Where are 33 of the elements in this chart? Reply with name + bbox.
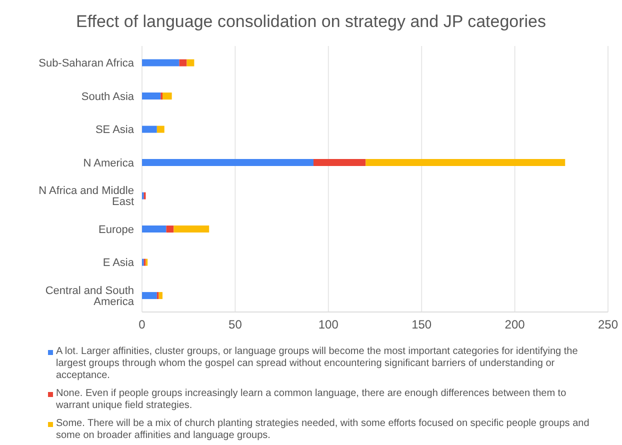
bar [162, 92, 172, 100]
bar [158, 292, 163, 300]
bar [142, 59, 180, 66]
y-tick-label: Central and South America [45, 284, 135, 308]
y-tick-label: Sub-Saharan Africa [38, 58, 135, 70]
bar [156, 126, 164, 133]
y-tick-label: N America [83, 157, 135, 170]
bar [142, 292, 157, 300]
bar [142, 226, 166, 233]
bar [179, 59, 187, 66]
x-tick-label: 100 [318, 318, 339, 332]
x-tick-label: 0 [138, 318, 146, 332]
x-tick-label: 50 [228, 318, 242, 332]
y-tick-label: Europe [98, 224, 134, 236]
bar [166, 226, 174, 233]
bar [142, 92, 161, 100]
y-tick-label: E Asia [102, 257, 135, 270]
bar [174, 226, 210, 233]
bar [186, 59, 194, 66]
bar [366, 159, 566, 166]
y-tick-label: South Asia [81, 90, 135, 103]
x-tick-label: 150 [412, 318, 432, 332]
y-tick-label: N Africa and Middle East [38, 185, 134, 208]
legend-label: A lot. Larger affinities, cluster groups, or language groups will become the most important categories for identifying the largest groups through whom the gospel can spread without encountering significant barriers of understanding or acceptance. [56, 346, 579, 382]
bar [313, 159, 366, 166]
y-tick-label: SE Asia [95, 124, 135, 136]
legend-label: Some. There will be a mix of church planting strategies needed, with some efforts focused on specific people groups and some on broader affinities and language groups. [56, 418, 590, 442]
legend-label: None. Even if people groups increasingly learn a common language, there are enough differences between them to warrant unique field strategies. [56, 388, 568, 412]
bar [142, 159, 314, 166]
chart-title: Effect of language consolidation on strategy and JP categories [74, 12, 548, 33]
bar [142, 126, 157, 133]
x-tick-label: 250 [598, 318, 618, 332]
x-tick-label: 200 [504, 318, 526, 332]
